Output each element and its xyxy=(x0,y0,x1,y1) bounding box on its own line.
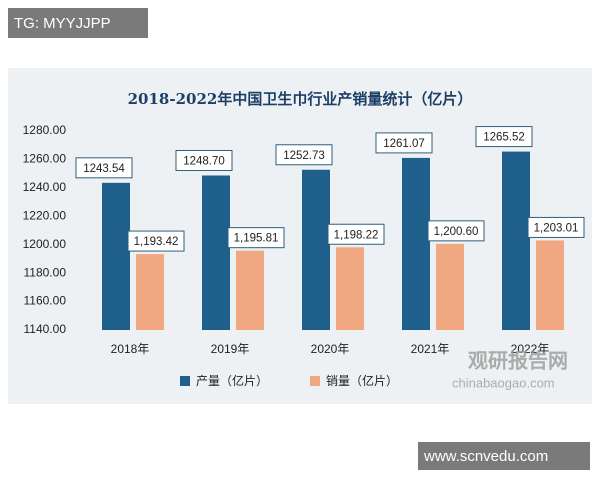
y-tick-label: 1240.00 xyxy=(23,180,67,194)
value-label-box xyxy=(475,126,533,148)
y-tick-label: 1140.00 xyxy=(24,322,67,336)
value-label: 1,195.81 xyxy=(234,233,279,245)
legend-label: 产量（亿片） xyxy=(196,373,268,388)
tag-box xyxy=(8,8,148,38)
value-label-box xyxy=(275,144,333,166)
value-label-box xyxy=(175,149,233,171)
legend-label: 销量（亿片） xyxy=(326,373,398,388)
y-tick-label: 1200.00 xyxy=(23,237,67,251)
value-label: 1,200.60 xyxy=(434,226,479,238)
tag-text: TG: MYYJJPP xyxy=(14,15,111,32)
value-label-box xyxy=(527,216,585,238)
value-label-box xyxy=(327,223,385,245)
bar xyxy=(302,169,330,330)
x-tick-label: 2018年 xyxy=(111,342,150,356)
bar xyxy=(136,254,164,330)
url-box xyxy=(418,442,590,470)
value-label-box xyxy=(427,220,485,242)
value-label: 1252.73 xyxy=(283,150,325,162)
chart-title: 2018-2022年中国卫生巾行业产销量统计（亿片） xyxy=(128,90,473,108)
url-text: www.scnvedu.com xyxy=(423,448,548,465)
value-label-box xyxy=(227,227,285,249)
bar xyxy=(336,247,364,330)
y-tick-label: 1180.00 xyxy=(24,265,67,279)
y-tick-label: 1160.00 xyxy=(24,294,67,308)
bar xyxy=(402,157,430,330)
x-tick-label: 2021年 xyxy=(411,342,450,356)
value-label-box xyxy=(75,157,133,179)
x-tick-label: 2019年 xyxy=(211,342,250,356)
legend-swatch xyxy=(180,376,190,386)
bar xyxy=(536,240,564,330)
value-label: 1265.52 xyxy=(483,132,525,144)
value-label: 1248.70 xyxy=(183,156,225,168)
y-tick-label: 1280.00 xyxy=(23,123,67,137)
legend-swatch xyxy=(310,376,320,386)
bar xyxy=(502,151,530,330)
value-label: 1,203.01 xyxy=(534,222,579,234)
y-tick-label: 1260.00 xyxy=(23,152,67,166)
bar xyxy=(236,250,264,330)
bar xyxy=(436,243,464,330)
value-label: 1261.07 xyxy=(383,138,425,150)
y-tick-label: 1220.00 xyxy=(23,208,67,222)
value-label-box xyxy=(127,230,185,252)
watermark: 观研报告网 xyxy=(468,348,568,372)
value-label-box xyxy=(375,132,433,154)
value-label: 1243.54 xyxy=(83,163,125,175)
bar xyxy=(202,175,230,330)
x-tick-label: 2020年 xyxy=(311,342,350,356)
value-label: 1,193.42 xyxy=(134,236,179,248)
x-tick-label: 2022年 xyxy=(511,342,550,356)
value-label: 1,198.22 xyxy=(334,229,379,241)
watermark: chinabaogao.com xyxy=(452,375,555,390)
bar xyxy=(102,182,130,330)
